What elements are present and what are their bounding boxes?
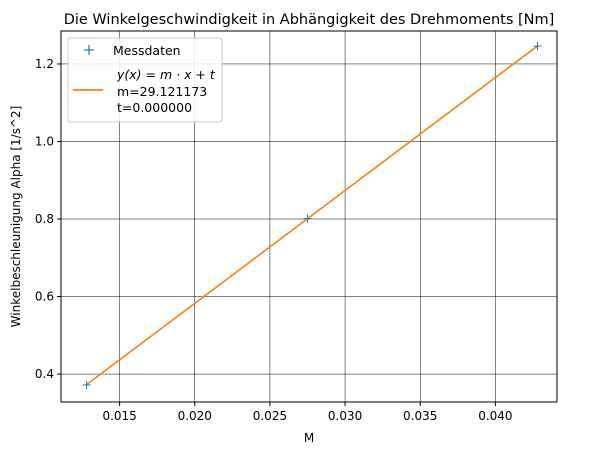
legend-marker-plus xyxy=(84,45,94,55)
x-tick-label: 0.040 xyxy=(478,409,512,423)
y-tick-label: 0.4 xyxy=(35,367,54,381)
x-tick-label: 0.015 xyxy=(102,409,136,423)
x-tick-label: 0.020 xyxy=(178,409,212,423)
fit-line xyxy=(86,45,538,386)
y-axis: 0.4 0.6 0.8 1.0 1.2 xyxy=(35,57,61,381)
grid xyxy=(61,31,557,402)
legend: Messdaten y(x) = m · x + t m=29.121173 t… xyxy=(67,37,223,123)
legend-frame xyxy=(67,37,223,123)
y-axis-title: Winkelbeschleunigung Alpha [1/s^2] xyxy=(9,106,23,328)
series-layer xyxy=(82,42,542,389)
y-tick-label: 0.8 xyxy=(35,212,54,226)
legend-label-markers: Messdaten xyxy=(113,43,181,58)
x-axis-title: M xyxy=(304,431,314,445)
legend-fit-formula: y(x) = m · x + t xyxy=(116,67,216,82)
plot-frame xyxy=(60,30,558,403)
y-tick-label: 1.2 xyxy=(35,57,54,71)
x-tick-label: 0.025 xyxy=(253,409,287,423)
data-point xyxy=(82,380,91,389)
x-tick-label: 0.030 xyxy=(328,409,362,423)
chart-title: Die Winkelgeschwindigkeit in Abhängigkei… xyxy=(64,12,555,28)
x-axis: 0.015 0.020 0.025 0.030 0.035 0.040 xyxy=(102,402,513,423)
y-tick-label: 1.0 xyxy=(35,134,54,148)
legend-fit-m: m=29.121173 xyxy=(117,84,207,99)
x-tick-label: 0.035 xyxy=(403,409,437,423)
legend-fit-t: t=0.000000 xyxy=(117,100,192,115)
data-point xyxy=(303,214,312,223)
y-tick-label: 0.6 xyxy=(35,290,54,304)
data-point xyxy=(533,42,542,51)
